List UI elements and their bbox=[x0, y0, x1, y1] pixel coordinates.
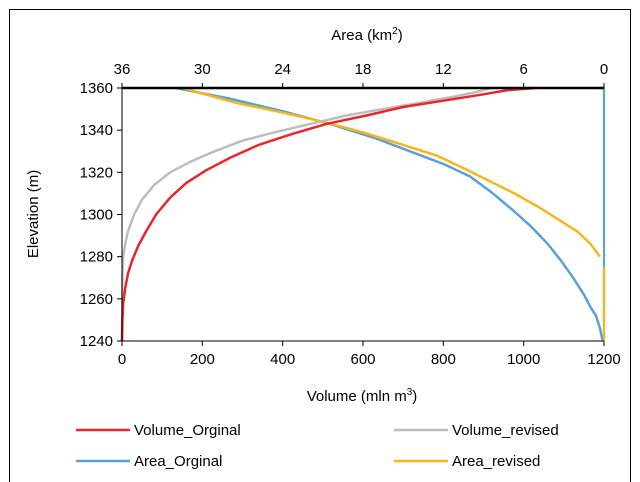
left-tick-label: 1360 bbox=[80, 80, 113, 97]
top-axis-title: Area (km2) bbox=[331, 26, 402, 44]
top-tick-label: 0 bbox=[600, 61, 608, 78]
series-line-area-orginal bbox=[175, 86, 604, 342]
left-axis-title: Elevation (m) bbox=[25, 170, 42, 258]
series-line-volume-orginal bbox=[120, 86, 536, 342]
legend-label: Volume_Orginal bbox=[134, 422, 241, 439]
top-tick-label: 30 bbox=[194, 61, 211, 78]
left-tick-label: 1280 bbox=[80, 249, 113, 266]
left-tick-label: 1300 bbox=[80, 207, 113, 224]
bottom-tick-label: 1000 bbox=[507, 351, 540, 368]
series-lines bbox=[120, 86, 606, 342]
left-tick-label: 1320 bbox=[80, 164, 113, 181]
top-tick-label: 12 bbox=[435, 61, 452, 78]
series-line-area-revised bbox=[181, 86, 602, 258]
bottom-tick-label: 400 bbox=[270, 351, 295, 368]
legend-label: Area_Orginal bbox=[134, 453, 222, 470]
series-line-volume-revised bbox=[120, 86, 492, 342]
top-tick-label: 36 bbox=[114, 61, 131, 78]
legend-label: Volume_revised bbox=[452, 422, 559, 439]
legend-label: Area_revised bbox=[452, 453, 540, 470]
left-tick-label: 1340 bbox=[80, 122, 113, 139]
legend: Volume_Orginal Volume_revised Area_Orginal… bbox=[76, 422, 559, 470]
bottom-tick-label: 1200 bbox=[587, 351, 620, 368]
left-tick-label: 1260 bbox=[80, 291, 113, 308]
bottom-tick-label: 200 bbox=[190, 351, 215, 368]
axes bbox=[117, 83, 605, 346]
bottom-tick-label: 600 bbox=[350, 351, 375, 368]
left-tick-label: 1240 bbox=[80, 333, 113, 350]
top-tick-label: 24 bbox=[274, 61, 291, 78]
bottom-tick-label: 0 bbox=[118, 351, 126, 368]
top-tick-label: 6 bbox=[519, 61, 527, 78]
bottom-axis-title: Volume (mln m3) bbox=[307, 387, 418, 405]
top-tick-label: 18 bbox=[355, 61, 372, 78]
bottom-tick-label: 800 bbox=[431, 351, 456, 368]
